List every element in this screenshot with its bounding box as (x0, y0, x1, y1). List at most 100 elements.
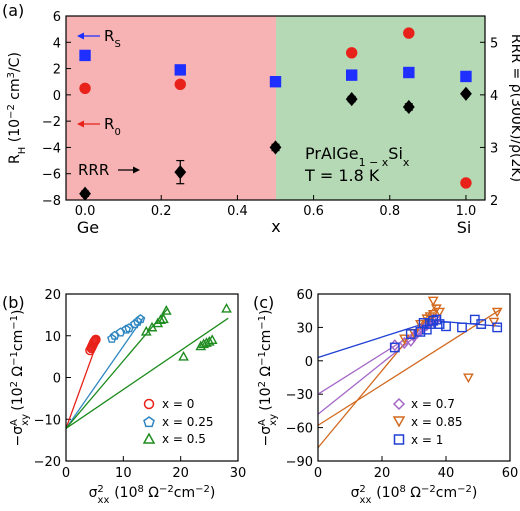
legend-marker-x025 (143, 416, 155, 428)
panel-b-ytick-label: 0 (53, 372, 61, 387)
panel-b-ytick-label: 20 (44, 288, 61, 303)
panel-c: −90 −60 −30 0 30 60 0 20 40 60 (c) −σxyA (102 Ω−1… (253, 288, 518, 506)
panel-c-xlabel: σxx2 (108 Ω−2cm−2) (351, 484, 478, 506)
rrr-point (174, 165, 187, 180)
panel-c-ticks: −90 −60 −30 0 30 60 0 20 40 60 (286, 288, 519, 481)
legend-marker-x07 (392, 397, 406, 411)
r0-point (345, 47, 358, 59)
panel-c-ytick-label: −30 (286, 388, 313, 403)
rrr-arrowhead (133, 166, 140, 174)
panel-b-data-point (206, 334, 218, 344)
si-label: Si (457, 218, 472, 237)
panel-c-fit-line (317, 309, 501, 426)
compound-formula: PrAlGe1 − xSix (305, 144, 410, 169)
panel-a-label: (a) (2, 1, 24, 20)
panel-a-ytick-label: −2 (42, 115, 61, 130)
panel-a-marks (79, 27, 472, 201)
panel-a-xtick-label: 0.2 (151, 204, 172, 219)
ge-rich-region (66, 16, 276, 200)
rrr-point (269, 140, 282, 155)
panel-a-xtick-label: 0.6 (303, 204, 324, 219)
rrr-annotation: RRR (78, 161, 140, 179)
panel-b-data-point (221, 302, 232, 313)
panel-b-data-point (132, 316, 143, 326)
rrr-point (460, 86, 472, 101)
panel-c-ytick-label: −90 (286, 455, 313, 470)
panel-c-data-point (405, 334, 416, 347)
rs-point (403, 66, 415, 79)
panel-b-data-point (155, 314, 166, 324)
panel-a-y2tick-label: 5 (490, 36, 498, 51)
panel-c-data-point (427, 296, 439, 307)
panel-b-marks (65, 302, 232, 429)
panel-b-data-point (115, 327, 126, 337)
panel-b-label: (b) (2, 293, 25, 312)
panel-b-fit-line (65, 317, 144, 429)
panel-a-ytick-label: −4 (42, 141, 61, 156)
legend-label-x1: x = 1 (411, 433, 443, 447)
panel-c-data-point (491, 307, 503, 318)
panel-b-ytick-label: −10 (34, 413, 61, 428)
panel-a-ytick-label: 0 (53, 89, 61, 104)
panel-a-y2tick-label: 2 (490, 194, 498, 209)
rs-point (345, 69, 358, 81)
panel-c-data-point (421, 324, 432, 335)
panel-c-data-point (492, 322, 503, 333)
panel-c-ytick-label: 30 (296, 321, 313, 336)
panel-a-ytick-label: −8 (42, 194, 61, 209)
panel-c-data-point (441, 321, 451, 332)
panel-b-xtick-label: 30 (230, 466, 247, 481)
panel-c-data-point (428, 315, 439, 326)
panel-b-xtick-label: 20 (172, 466, 189, 481)
panel-b-data-point (178, 350, 189, 361)
panel-c-data-point (476, 319, 487, 329)
panel-a-y2tick-label: 4 (490, 89, 498, 104)
panel-c-data-point (389, 342, 400, 353)
legend-label-x0: x = 0 (162, 397, 194, 411)
panel-b-ylabel: −σxyA (102 Ω−1cm−1) (9, 310, 31, 447)
rs-arrowhead (77, 32, 84, 40)
panel-a-ytick-label: 6 (53, 10, 61, 25)
panel-a-ylabel: RH (10−2 cm3/C) (6, 52, 28, 164)
panel-b-xtick-label: 10 (115, 466, 132, 481)
panel-b-data-point (107, 333, 117, 343)
panel-b-data-point (90, 334, 101, 345)
legend-marker-x085 (392, 416, 406, 428)
panel-b-frame (65, 293, 239, 462)
panel-c-data-point (415, 320, 426, 330)
panel-c-data-point (427, 309, 439, 320)
rs-point (269, 76, 282, 88)
rrr-label: RRR (78, 161, 109, 179)
panel-a-xlabel: x (271, 217, 280, 236)
panel-a: −8 −6 −4 −2 0 2 4 6 2 3 4 5 0.0 0.2 0.4 0.6 0.8 1.0 (a) R… (2, 1, 520, 237)
panel-c-ytick-label: −60 (286, 422, 313, 437)
r0-annotation: R0 (77, 115, 121, 138)
panel-b-ticks: −20 −10 0 10 20 0 10 20 30 (34, 288, 247, 481)
r0-point (79, 82, 91, 94)
panel-c-data-point (405, 329, 416, 339)
panel-b-data-point (135, 314, 146, 324)
panel-a-xtick-label: 0.0 (75, 204, 96, 219)
legend-marker-x0 (143, 398, 155, 410)
rs-point (79, 49, 91, 62)
panel-b-xlabel: σxx2 (108 Ω−2cm−2) (89, 484, 216, 506)
panel-a-frame (65, 15, 486, 201)
legend-marker-x1 (393, 434, 405, 445)
panel-c-legend: x = 0.7 x = 0.85 x = 1 (392, 397, 463, 447)
rs-annotation: RS (77, 27, 121, 50)
si-rich-region (276, 16, 485, 200)
panel-b: −20 −10 0 10 20 0 10 20 30 (b) −σxyA (102 Ω−1cm−… (2, 288, 246, 506)
panel-c-data-point (434, 307, 445, 318)
panel-c-ytick-label: 0 (305, 355, 313, 370)
ge-label: Ge (77, 218, 99, 237)
panel-c-xtick-label: 40 (438, 466, 455, 481)
panel-c-data-point (434, 319, 445, 329)
legend-label-x05: x = 0.5 (162, 432, 206, 446)
panel-c-xtick-label: 20 (374, 466, 391, 481)
r0-arrowhead (77, 120, 84, 128)
panel-c-xtick-label: 60 (502, 466, 519, 481)
panel-a-y2tick-label: 3 (490, 141, 498, 156)
panel-c-data-point (463, 373, 474, 384)
panel-a-xtick-label: 1.0 (456, 204, 477, 219)
rrr-point (402, 99, 415, 115)
